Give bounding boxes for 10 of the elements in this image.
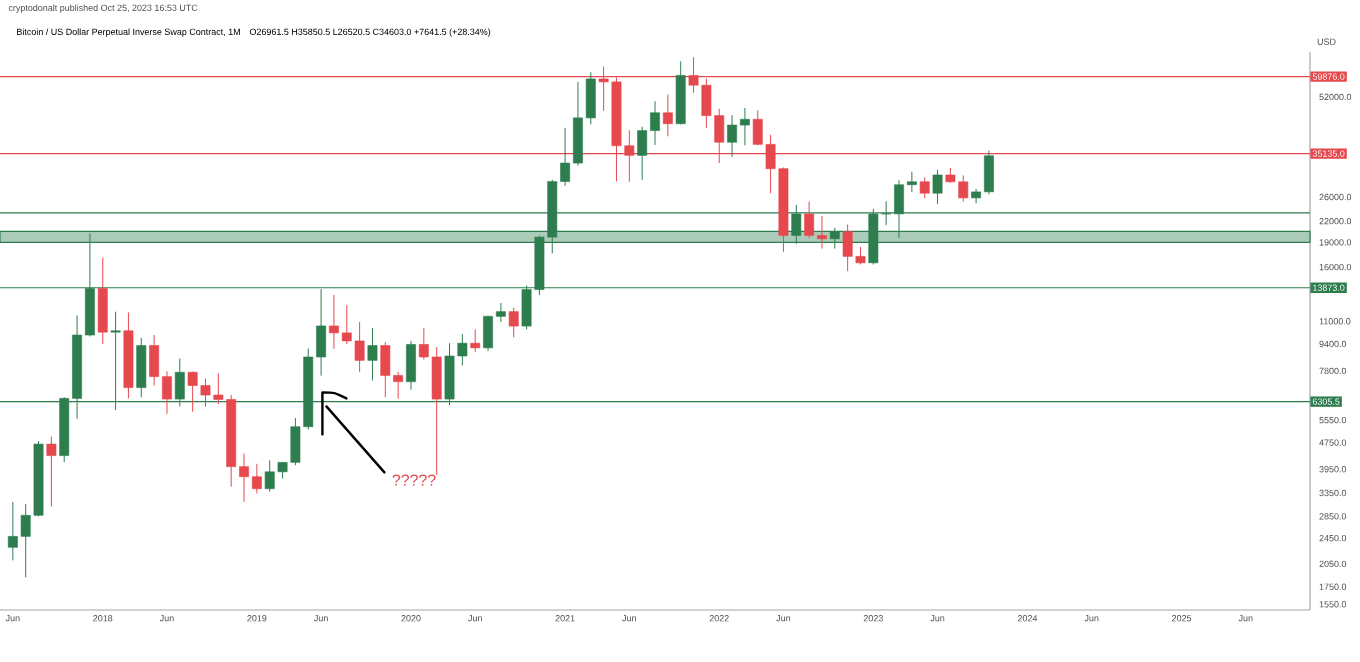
candlestick xyxy=(662,93,673,137)
candlestick xyxy=(470,328,481,353)
candlestick xyxy=(932,169,943,205)
candlestick xyxy=(919,176,930,199)
candlestick xyxy=(406,340,416,391)
candlestick xyxy=(508,307,519,338)
candlestick xyxy=(46,436,57,508)
candlestick xyxy=(136,337,147,398)
candlestick xyxy=(367,327,378,381)
candlestick xyxy=(97,257,108,345)
